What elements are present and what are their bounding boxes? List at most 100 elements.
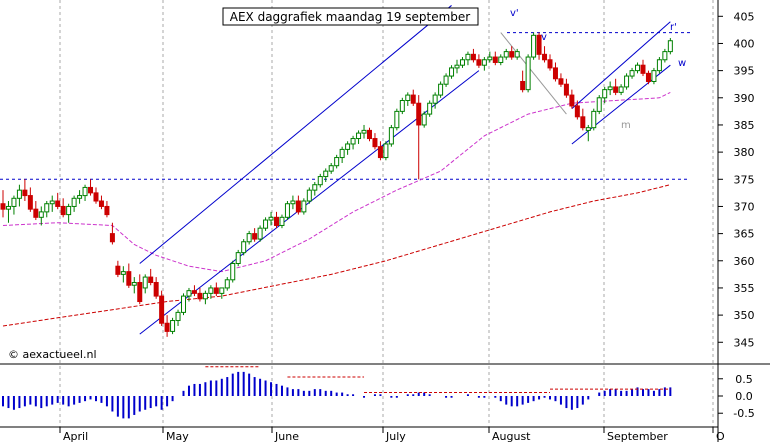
candle-body xyxy=(459,59,465,66)
candle-body xyxy=(312,184,318,191)
candle-body xyxy=(438,83,444,96)
candle-body xyxy=(454,64,460,69)
y-tick-label: 405 xyxy=(734,10,755,23)
candle-body xyxy=(624,75,630,88)
candle-body xyxy=(498,56,504,63)
candle-body xyxy=(131,282,137,286)
y-tick-label: 400 xyxy=(734,37,755,50)
candle-body xyxy=(427,102,433,115)
candle-body xyxy=(44,203,50,213)
candle-body xyxy=(263,219,269,229)
candle-body xyxy=(372,138,378,148)
label-layer: AEX daggrafiek maandag 19 september © ae… xyxy=(8,7,686,361)
candle-body xyxy=(470,53,476,61)
candle-body xyxy=(443,75,449,85)
copyright-label: © aexactueel.nl xyxy=(8,348,97,361)
candle-body xyxy=(629,70,635,77)
candle-body xyxy=(126,271,132,286)
y-tick-label: 370 xyxy=(734,200,755,213)
candle-body xyxy=(181,295,187,313)
candle-body xyxy=(323,170,329,178)
candle-body xyxy=(66,205,72,216)
x-tick-label: July xyxy=(385,430,406,442)
candle-body xyxy=(257,227,263,240)
candle-body xyxy=(306,189,312,202)
candle-body xyxy=(82,186,88,197)
oscillator-layer xyxy=(2,366,672,419)
candle-body xyxy=(120,271,126,275)
y-tick-label: 385 xyxy=(734,119,755,132)
candle-body xyxy=(366,129,372,140)
candle-body xyxy=(137,282,143,303)
candle-body xyxy=(274,216,279,226)
candle-body xyxy=(591,110,597,129)
candle-body xyxy=(202,292,208,300)
candle-body xyxy=(284,203,290,218)
candle-body xyxy=(542,53,548,61)
x-tick-label: O xyxy=(716,430,725,442)
candle-body xyxy=(525,56,531,91)
candle-body xyxy=(602,89,608,99)
title-box xyxy=(222,7,479,26)
candle-body xyxy=(230,262,236,281)
candle-body xyxy=(410,94,416,104)
candle-body xyxy=(328,165,334,172)
candle-body xyxy=(186,290,192,297)
candle-body xyxy=(345,143,351,150)
candle-body xyxy=(175,311,181,322)
candle-body xyxy=(290,200,296,205)
y-tick-label: 360 xyxy=(734,255,755,268)
grid-layer xyxy=(59,0,714,427)
candle-body xyxy=(613,86,619,93)
candle-body xyxy=(153,282,159,297)
y-tick-label: 390 xyxy=(734,92,755,105)
y-tick-label: 345 xyxy=(734,336,755,349)
candle-body xyxy=(569,94,575,107)
candle-body xyxy=(60,205,66,216)
candle-body xyxy=(405,94,411,102)
candle-body xyxy=(148,276,154,284)
candle-body xyxy=(580,116,586,129)
candle-body xyxy=(301,200,307,213)
candle-body xyxy=(607,86,613,91)
y-tick-label: 380 xyxy=(734,146,755,159)
y-tick-label: 375 xyxy=(734,173,755,186)
candle-body xyxy=(98,200,104,207)
candle-body xyxy=(563,83,569,96)
candle-body xyxy=(651,70,657,82)
candle-body xyxy=(22,189,28,197)
candle-body xyxy=(246,233,252,243)
candle-body xyxy=(487,56,493,61)
candle-body xyxy=(662,51,668,61)
annotation-label: v xyxy=(541,32,547,43)
candle-body xyxy=(5,205,11,210)
candle-body xyxy=(109,233,115,243)
candle-body xyxy=(115,265,121,275)
candle-body xyxy=(142,276,148,289)
candle-body xyxy=(49,200,55,205)
candle-body xyxy=(432,94,438,104)
x-tick-label: September xyxy=(607,430,668,442)
candle-body xyxy=(547,59,553,69)
candle-body xyxy=(27,195,33,210)
candle-body xyxy=(531,34,537,58)
candle-body xyxy=(520,80,526,91)
osc-y-tick-label: 0.0 xyxy=(735,390,753,403)
candle-body xyxy=(492,56,498,63)
candle-body xyxy=(77,195,83,199)
candle-body xyxy=(104,205,110,216)
candle-body xyxy=(279,216,285,226)
candle-body xyxy=(552,67,558,80)
trendline xyxy=(571,21,671,110)
candle-body xyxy=(394,110,400,129)
candle-body xyxy=(334,157,340,167)
y-tick-label: 395 xyxy=(734,65,755,78)
candle-body xyxy=(33,208,39,218)
annotation-label: v' xyxy=(510,8,519,19)
candlestick-layer xyxy=(0,32,673,337)
candle-body xyxy=(377,146,383,159)
candle-body xyxy=(476,59,482,66)
candle-body xyxy=(197,292,203,300)
